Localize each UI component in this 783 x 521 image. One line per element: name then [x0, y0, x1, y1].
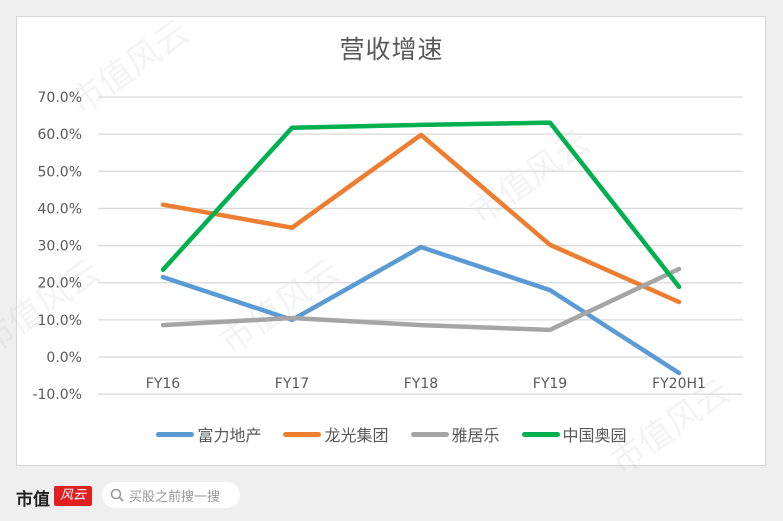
legend-item: 富力地产 [156, 422, 261, 446]
legend-label: 中国奥园 [562, 426, 627, 445]
y-tick-label: 70.0% [38, 90, 82, 106]
search-placeholder: 买股之前搜一搜 [129, 489, 221, 505]
x-tick-label: FY16 [146, 376, 181, 392]
y-tick-label: 50.0% [38, 164, 82, 180]
legend-label: 雅居乐 [451, 426, 500, 445]
search-icon [110, 488, 124, 502]
x-tick-label: FY20H1 [652, 376, 706, 392]
series-line [160, 120, 682, 290]
legend-item: 中国奥园 [521, 422, 627, 446]
series-line [160, 132, 682, 305]
y-tick-label: 60.0% [38, 127, 82, 143]
search-box[interactable]: 买股之前搜一搜 [102, 482, 240, 508]
y-tick-label: 40.0% [38, 201, 82, 217]
legend-swatch [521, 431, 560, 437]
x-tick-label: FY19 [533, 376, 567, 392]
chart-title: 营收增速 [339, 35, 444, 64]
y-tick-label: 30.0% [38, 239, 82, 255]
x-tick-label: FY18 [404, 376, 438, 392]
brand-logo-badge[interactable]: 风云 [54, 486, 92, 506]
series-line [160, 266, 682, 333]
brand-logo[interactable]: 市值 [16, 490, 50, 510]
y-tick-label: -10.0% [32, 387, 82, 403]
y-tick-label: 10.0% [38, 313, 82, 329]
legend-label: 龙光集团 [324, 426, 389, 445]
legend-swatch [283, 431, 322, 437]
y-tick-label: 20.0% [38, 276, 82, 292]
y-tick-label: 0.0% [46, 350, 82, 366]
legend-label: 富力地产 [197, 426, 262, 445]
legend-item: 雅居乐 [410, 422, 500, 446]
series-line [160, 244, 682, 376]
legend-swatch [410, 431, 449, 437]
y-axis-labels: 70.0% 60.0% 50.0% 40.0% 30.0% 20.0% 10.0% 0.0% -… [32, 90, 82, 403]
legend-swatch [156, 431, 195, 437]
series-lines [160, 120, 682, 376]
footer-bar: 市值 风云 买股之前搜一搜 [0, 478, 783, 514]
x-tick-label: FY17 [275, 376, 309, 392]
chart-legend: 富力地产 龙光集团 雅居乐 中国奥园 [0, 422, 783, 446]
x-axis-labels: FY16 FY17 FY18 FY19 FY20H1 [146, 376, 706, 392]
legend-item: 龙光集团 [283, 422, 389, 446]
